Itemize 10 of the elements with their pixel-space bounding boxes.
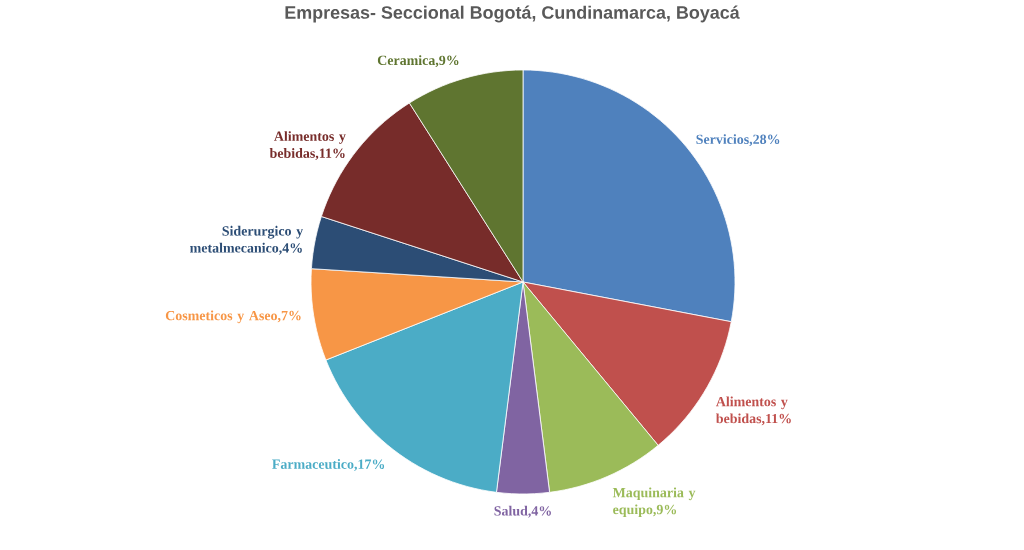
slice-label: Alimentos y bebidas,11% bbox=[269, 131, 346, 160]
slice-label: Farmaceutico,17% bbox=[272, 459, 385, 471]
slice-label: Servicios,28% bbox=[696, 134, 780, 147]
slice-label: Salud,4% bbox=[494, 505, 551, 518]
slice-label: Cosmeticos y Aseo,7% bbox=[165, 310, 301, 324]
chart-title: Empresas- Seccional Bogotá, Cundinamarca, Boyacá bbox=[285, 5, 740, 23]
slice-label: Maquinaria y equipo,9% bbox=[612, 487, 696, 518]
slice-label: Siderurgico y metalmecanico,4% bbox=[190, 225, 304, 255]
slice-label: Alimentos y bebidas,11% bbox=[715, 396, 791, 426]
slice-label: Ceramica,9% bbox=[377, 55, 459, 68]
